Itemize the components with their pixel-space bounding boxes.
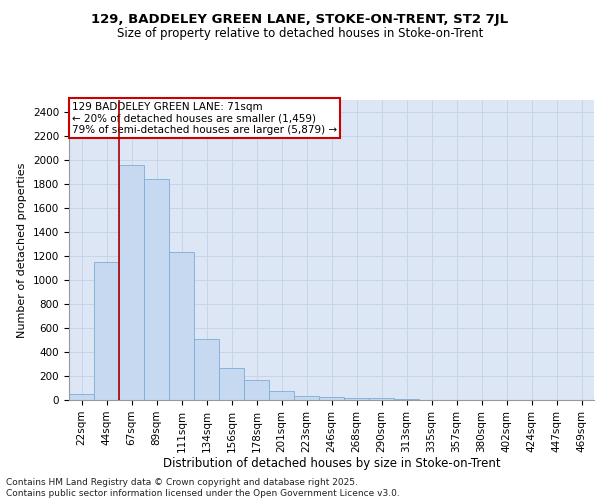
Bar bbox=[344, 398, 369, 400]
Bar bbox=[119, 165, 144, 400]
Bar bbox=[94, 262, 119, 400]
Bar bbox=[244, 380, 269, 400]
X-axis label: Distribution of detached houses by size in Stoke-on-Trent: Distribution of detached houses by size … bbox=[163, 458, 500, 470]
Text: 129, BADDELEY GREEN LANE, STOKE-ON-TRENT, ST2 7JL: 129, BADDELEY GREEN LANE, STOKE-ON-TRENT… bbox=[91, 12, 509, 26]
Text: Size of property relative to detached houses in Stoke-on-Trent: Size of property relative to detached ho… bbox=[117, 28, 483, 40]
Bar bbox=[144, 179, 169, 400]
Bar bbox=[319, 397, 344, 400]
Text: 129 BADDELEY GREEN LANE: 71sqm
← 20% of detached houses are smaller (1,459)
79% : 129 BADDELEY GREEN LANE: 71sqm ← 20% of … bbox=[71, 102, 337, 134]
Bar bbox=[194, 339, 219, 400]
Bar bbox=[169, 252, 194, 400]
Bar bbox=[294, 396, 319, 400]
Text: Contains HM Land Registry data © Crown copyright and database right 2025.
Contai: Contains HM Land Registry data © Crown c… bbox=[6, 478, 400, 498]
Bar bbox=[69, 394, 94, 400]
Bar bbox=[269, 391, 294, 400]
Bar bbox=[369, 398, 394, 400]
Y-axis label: Number of detached properties: Number of detached properties bbox=[17, 162, 28, 338]
Bar bbox=[219, 368, 244, 400]
